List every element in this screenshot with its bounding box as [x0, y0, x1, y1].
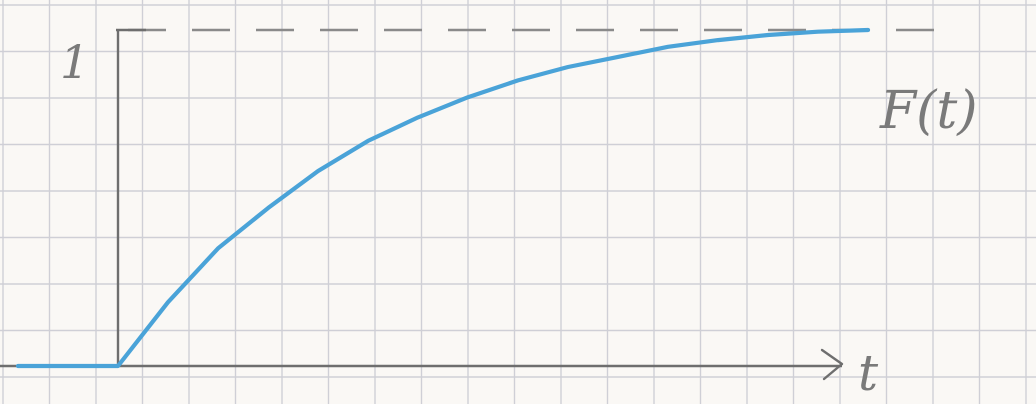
label-layer: 1 t F(t)	[60, 35, 978, 402]
axes	[0, 28, 844, 381]
x-axis-arrowhead	[820, 348, 844, 381]
x-axis-label: t	[858, 344, 879, 402]
series-layer	[15, 27, 871, 369]
series-line-F	[15, 27, 871, 369]
series-label-F: F(t)	[879, 81, 978, 141]
y-tick-label: 1	[60, 35, 89, 89]
